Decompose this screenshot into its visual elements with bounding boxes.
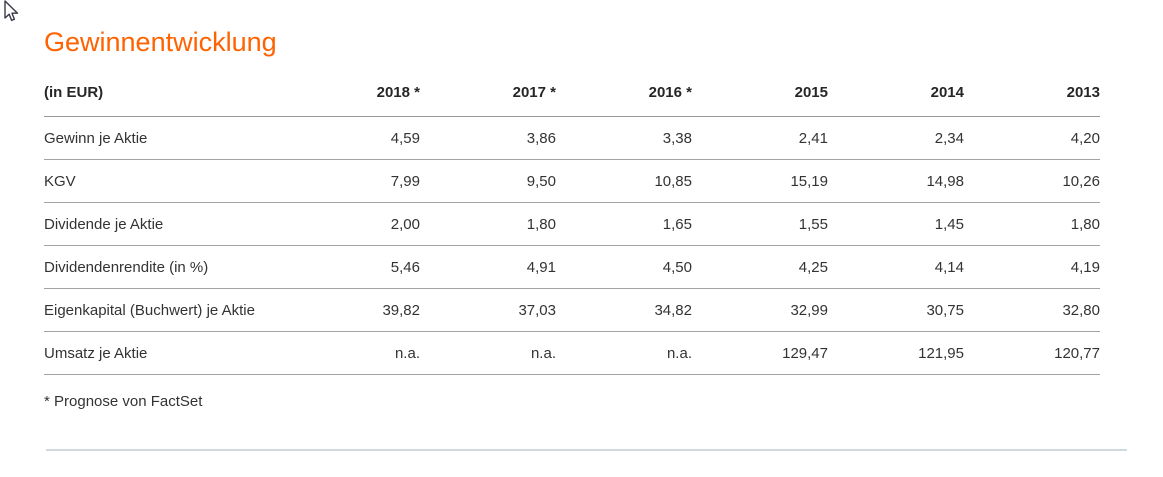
table-cell: 1,55 <box>692 202 828 246</box>
mouse-cursor-icon <box>4 0 19 22</box>
table-cell: 1,80 <box>420 202 556 246</box>
row-label: KGV <box>44 159 284 203</box>
table-cell: 2,34 <box>828 116 964 160</box>
table-cell: 3,86 <box>420 116 556 160</box>
table-cell: 32,80 <box>964 288 1100 332</box>
table-header-row: (in EUR) 2018 * 2017 * 2016 * 2015 2014 … <box>44 84 1100 117</box>
table-cell: 4,50 <box>556 245 692 289</box>
table-cell: n.a. <box>420 331 556 375</box>
column-header-2018: 2018 * <box>284 84 420 117</box>
row-label: Eigenkapital (Buchwert) je Aktie <box>44 288 284 332</box>
page-title: Gewinnentwicklung <box>44 27 277 57</box>
table-cell: 4,25 <box>692 245 828 289</box>
table-cell: 5,46 <box>284 245 420 289</box>
row-label: Dividendenrendite (in %) <box>44 245 284 289</box>
column-header-2017: 2017 * <box>420 84 556 117</box>
table-cell: 4,14 <box>828 245 964 289</box>
table-row: Umsatz je Aktie n.a. n.a. n.a. 129,47 12… <box>44 331 1100 375</box>
row-label: Dividende je Aktie <box>44 202 284 246</box>
table-cell: 30,75 <box>828 288 964 332</box>
column-header-2015: 2015 <box>692 84 828 117</box>
table-row: KGV 7,99 9,50 10,85 15,19 14,98 10,26 <box>44 159 1100 203</box>
table-cell: 1,45 <box>828 202 964 246</box>
row-label: Gewinn je Aktie <box>44 116 284 160</box>
table-cell: 14,98 <box>828 159 964 203</box>
table-cell: 34,82 <box>556 288 692 332</box>
table-cell: 2,00 <box>284 202 420 246</box>
table-row: Dividendenrendite (in %) 5,46 4,91 4,50 … <box>44 245 1100 289</box>
table-cell: n.a. <box>556 331 692 375</box>
table-cell: 1,80 <box>964 202 1100 246</box>
table-cell: 37,03 <box>420 288 556 332</box>
table-cell: 39,82 <box>284 288 420 332</box>
column-header-2013: 2013 <box>964 84 1100 117</box>
footnote-prognose: * Prognose von FactSet <box>44 393 203 410</box>
table-cell: 4,20 <box>964 116 1100 160</box>
column-header-2016: 2016 * <box>556 84 692 117</box>
table-cell: 4,59 <box>284 116 420 160</box>
row-label: Umsatz je Aktie <box>44 331 284 375</box>
table-row: Dividende je Aktie 2,00 1,80 1,65 1,55 1… <box>44 202 1100 246</box>
table-cell: 2,41 <box>692 116 828 160</box>
table-cell: n.a. <box>284 331 420 375</box>
table-row: Eigenkapital (Buchwert) je Aktie 39,82 3… <box>44 288 1100 332</box>
unit-label: (in EUR) <box>44 84 284 117</box>
table-cell: 15,19 <box>692 159 828 203</box>
table-cell: 7,99 <box>284 159 420 203</box>
table-cell: 129,47 <box>692 331 828 375</box>
section-divider <box>46 449 1127 451</box>
table-cell: 120,77 <box>964 331 1100 375</box>
table-cell: 32,99 <box>692 288 828 332</box>
table-cell: 3,38 <box>556 116 692 160</box>
table-cell: 4,19 <box>964 245 1100 289</box>
table-row: Gewinn je Aktie 4,59 3,86 3,38 2,41 2,34… <box>44 116 1100 160</box>
column-header-2014: 2014 <box>828 84 964 117</box>
table-cell: 4,91 <box>420 245 556 289</box>
table-cell: 9,50 <box>420 159 556 203</box>
table-cell: 121,95 <box>828 331 964 375</box>
profit-development-table: (in EUR) 2018 * 2017 * 2016 * 2015 2014 … <box>44 84 1100 375</box>
table-cell: 10,85 <box>556 159 692 203</box>
profit-development-section: Gewinnentwicklung (in EUR) 2018 * 2017 *… <box>44 0 1127 410</box>
table-cell: 10,26 <box>964 159 1100 203</box>
table-cell: 1,65 <box>556 202 692 246</box>
